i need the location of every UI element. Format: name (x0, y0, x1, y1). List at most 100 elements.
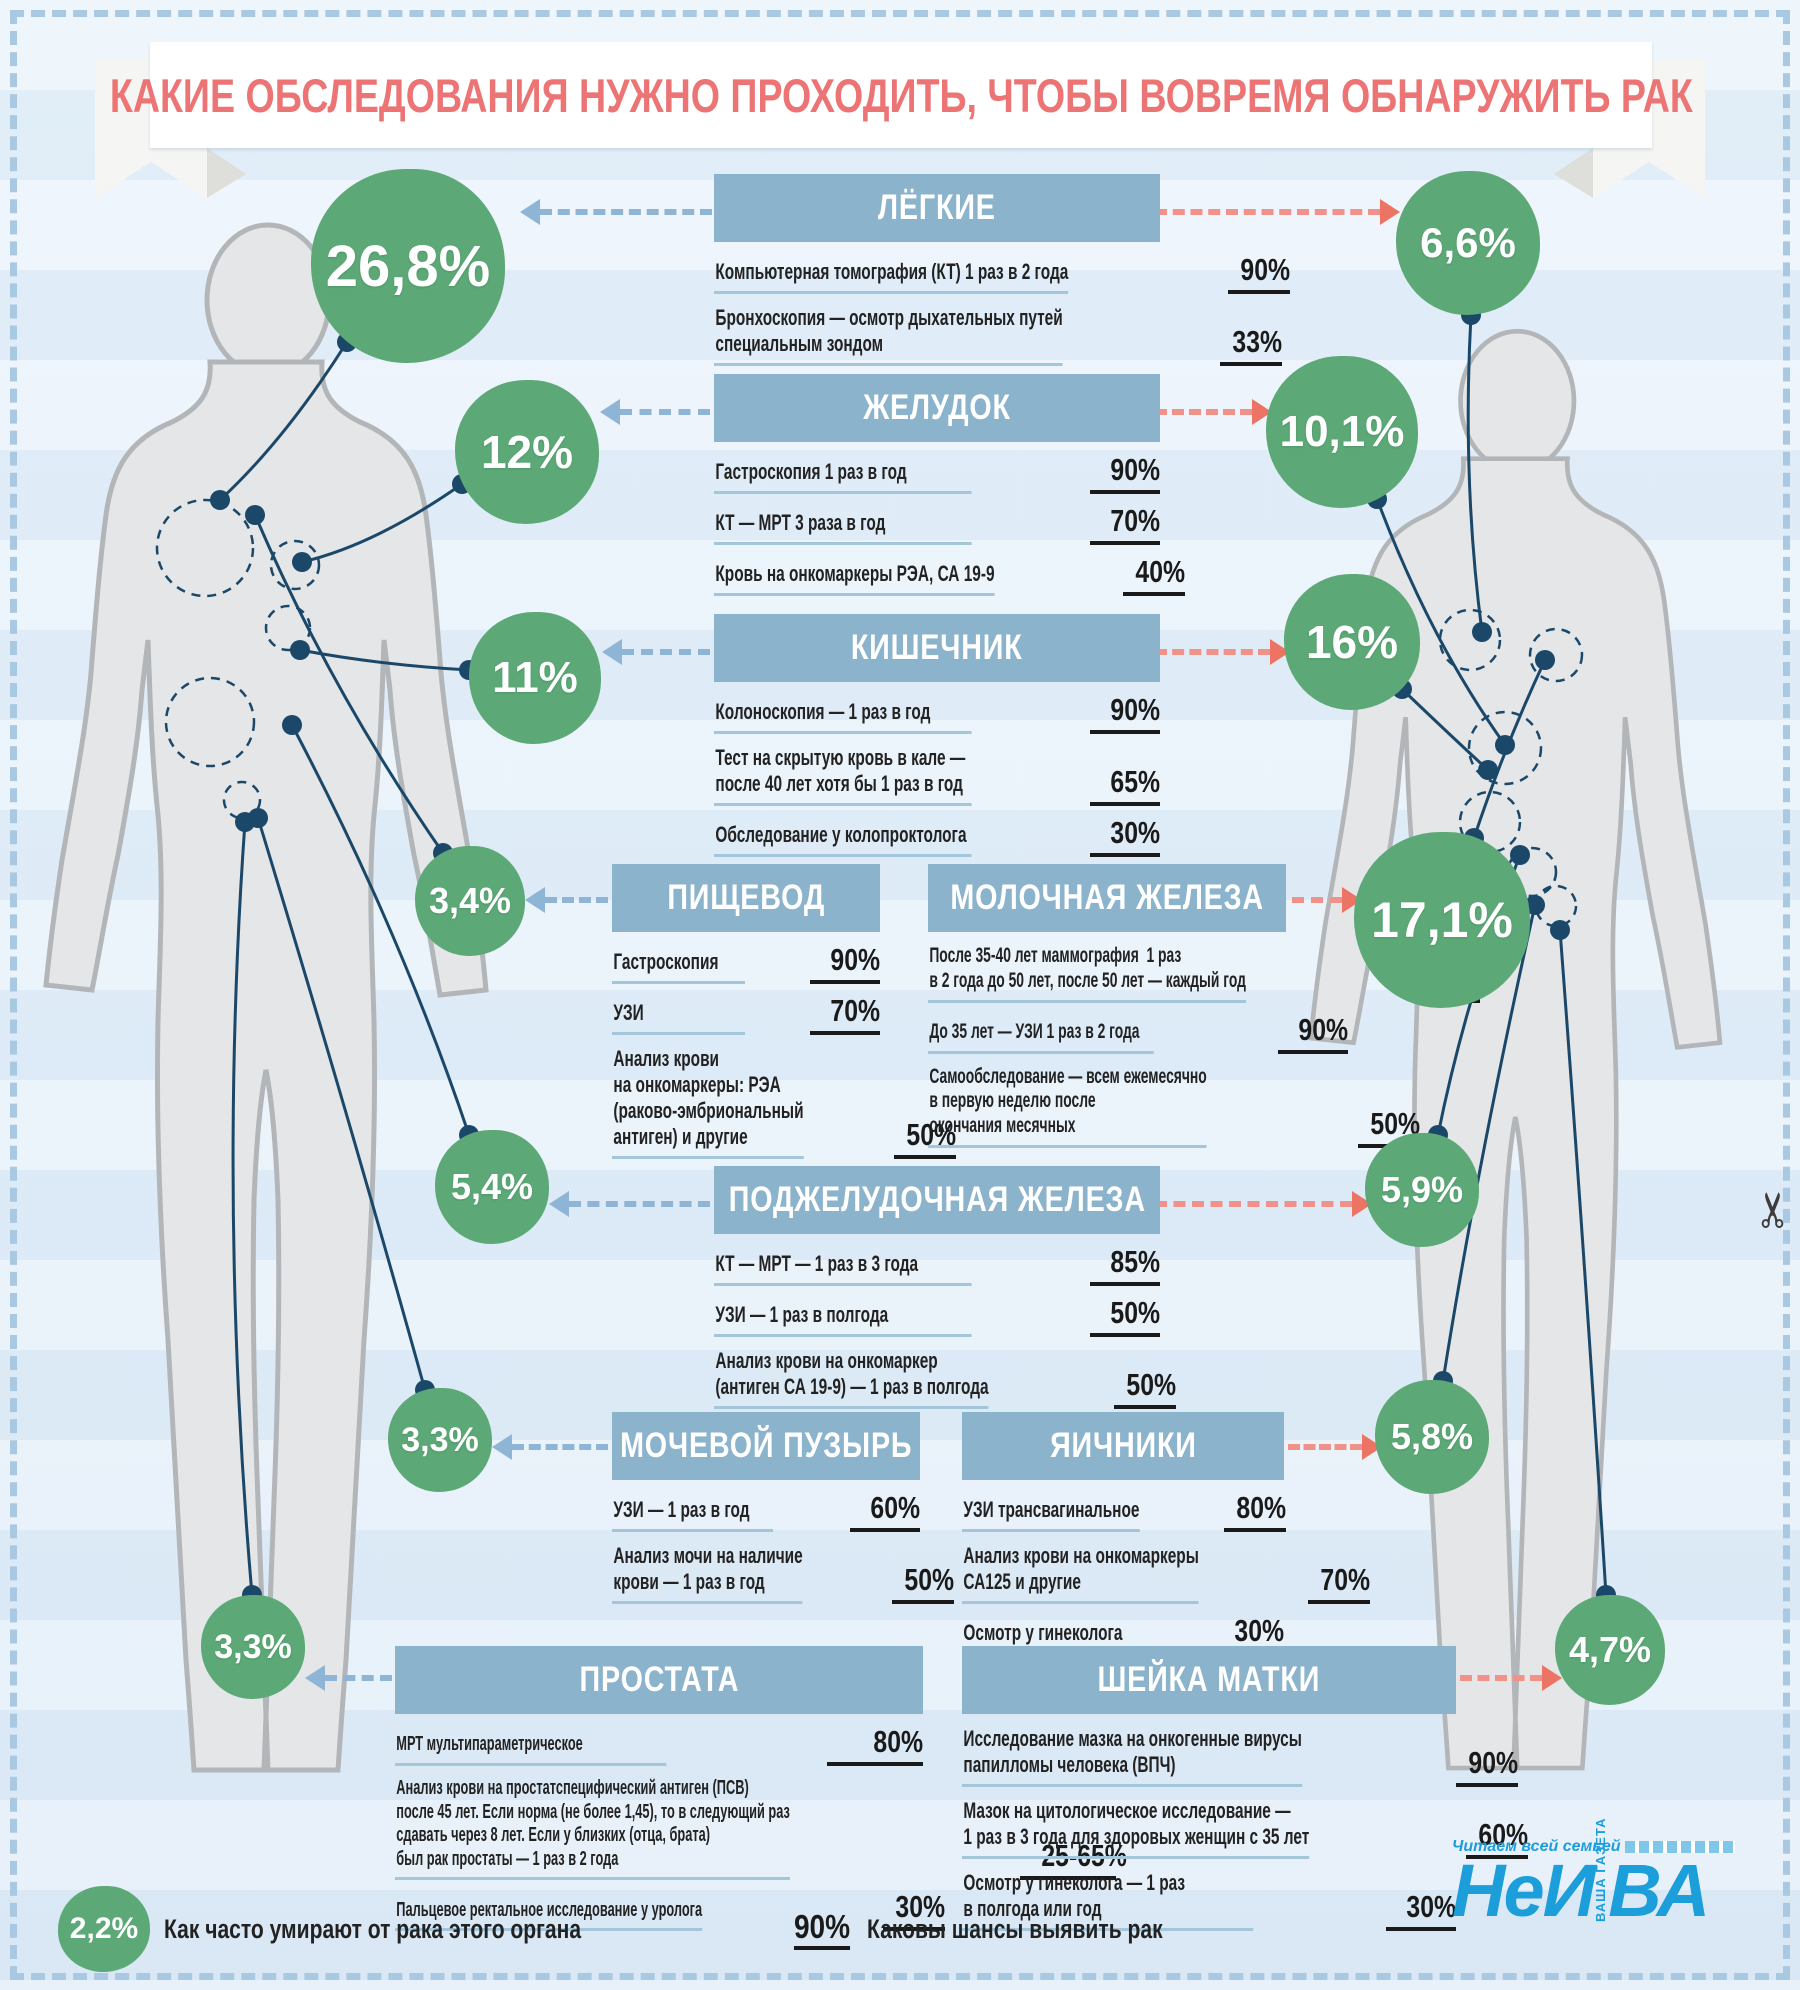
detection-chance-value: 70% (1308, 1562, 1371, 1604)
screening-row: УЗИ 70% (612, 993, 880, 1035)
legend-mortality-label: Как часто умирают от рака этого органа (164, 1913, 582, 1944)
arrow-dash-line (540, 209, 712, 215)
detection-chance-value: 70% (1090, 503, 1160, 545)
section-title-lungs: ЛЁГКИЕ (714, 174, 1160, 242)
arrow-head (600, 399, 620, 425)
screening-test-label: До 35 лет — УЗИ 1 раз в 2 года (928, 1018, 1154, 1054)
arrow-head (602, 639, 622, 665)
detection-chance-value: 50% (892, 1562, 955, 1604)
section-title-label: МОЧЕВОЙ ПУЗЫРЬ (619, 1426, 913, 1465)
detection-chance-value: 90% (1090, 692, 1160, 734)
mortality-circle-ovaries-female: 5,8% (1375, 1380, 1489, 1494)
section-intestine: КИШЕЧНИК Колоноскопия — 1 раз в год 90% Тес… (714, 614, 1160, 866)
screening-row: Анализ крови на онкомаркеры: РЭА (раково… (612, 1044, 956, 1159)
screening-test-label: Анализ крови на онкомаркеры: РЭА (раково… (612, 1044, 804, 1159)
screening-row: КТ — МРТ — 1 раз в 3 года 85% (714, 1244, 1160, 1286)
arrow-dash-line (1288, 1444, 1362, 1450)
screening-test-label: Самообследование — всем ежемесячно в пер… (928, 1063, 1207, 1148)
screening-test-label: Обследование у колопроктолога (714, 820, 972, 857)
screening-row: Колоноскопия — 1 раз в год 90% (714, 692, 1160, 734)
detection-chance-value: 70% (810, 993, 880, 1035)
arrow-dash-line (622, 649, 710, 655)
screening-test-label: УЗИ — 1 раз в год (612, 1495, 773, 1532)
detection-chance-value: 90% (1278, 1012, 1348, 1054)
legend: 2,2% Как часто умирают от рака этого орг… (58, 1886, 1246, 1972)
screening-row: Пальцевое ректальное исследование у урол… (395, 1889, 945, 1932)
section-title-label: ПИЩЕВОД (667, 878, 825, 917)
male-silhouette (46, 225, 486, 1770)
section-title-cervix: ШЕЙКА МАТКИ (962, 1646, 1456, 1714)
section-bladder: МОЧЕВОЙ ПУЗЫРЬ УЗИ — 1 раз в год 60% Анализ… (612, 1412, 955, 1613)
detection-chance-value: 50% (1090, 1295, 1160, 1337)
screening-test-label: КТ — МРТ — 1 раз в 3 года (714, 1249, 972, 1286)
mortality-circle-pancreas-female: 5,9% (1365, 1133, 1479, 1247)
screening-test-label: Мазок на цитологическое исследование — 1… (962, 1796, 1310, 1859)
section-title-intestine: КИШЕЧНИК (714, 614, 1160, 682)
screening-row: После 35-40 лет маммография 1 раз в 2 го… (928, 942, 1480, 1003)
screening-row: Гастроскопия 90% (612, 942, 880, 984)
section-title-prostate: ПРОСТАТА (395, 1646, 923, 1714)
screening-test-label: Кровь на онкомаркеры РЭА, СА 19-9 (714, 559, 995, 596)
neyva-logo: Читаем всей семьей Не И ВАША ГАЗЕТА ВА (1452, 1817, 1752, 1932)
section-title-label: КИШЕЧНИК (851, 628, 1023, 667)
mortality-circle-esophagus-male: 3,4% (415, 846, 525, 956)
section-title-label: ПОДЖЕЛУДОЧНАЯ ЖЕЛЕЗА (728, 1180, 1146, 1219)
detection-chance-value: 85% (1090, 1244, 1160, 1286)
logo-dashes (1624, 1840, 1735, 1853)
screening-test-label: Анализ крови на простатспецифический ант… (395, 1775, 790, 1881)
screening-row: Бронхоскопия — осмотр дыхательных путей … (714, 303, 1283, 366)
section-title-breast: МОЛОЧНАЯ ЖЕЛЕЗА (928, 864, 1286, 932)
screening-row: Тест на скрытую кровь в кале — после 40 … (714, 743, 1160, 806)
screening-row: Кровь на онкомаркеры РЭА, СА 19-9 40% (714, 554, 1185, 596)
detection-chance-value: 30% (1386, 1889, 1456, 1931)
arrow-dash-line (1155, 209, 1380, 215)
section-stomach: ЖЕЛУДОК Гастроскопия 1 раз в год 90% КТ — М… (714, 374, 1185, 605)
screening-test-label: Колоноскопия — 1 раз в год (714, 697, 972, 734)
screening-test-label: Компьютерная томография (КТ) 1 раз в 2 г… (714, 257, 1069, 294)
detection-chance-value: 80% (1223, 1490, 1286, 1532)
screening-test-label: Гастроскопия (612, 947, 745, 984)
screening-test-label: УЗИ (612, 998, 745, 1035)
screening-row: Анализ крови на простатспецифический ант… (395, 1775, 1127, 1881)
legend-mortality-circle: 2,2% (58, 1886, 150, 1972)
mortality-circle-lungs-female: 6,6% (1396, 171, 1540, 315)
section-title-ovaries: ЯИЧНИКИ (962, 1412, 1284, 1480)
screening-test-label: Гастроскопия 1 раз в год (714, 457, 972, 494)
mortality-circle-bladder-male: 3,3% (388, 1388, 492, 1492)
detection-chance-value: 90% (810, 942, 880, 984)
arrow-head (520, 199, 540, 225)
detection-chance-value: 30% (1090, 815, 1160, 857)
screening-test-label: МРТ мультипараметрическое (395, 1731, 667, 1766)
section-title-pancreas: ПОДЖЕЛУДОЧНАЯ ЖЕЛЕЗА (714, 1166, 1160, 1234)
arrow-dash-line (1292, 897, 1342, 903)
detection-chance-value: 90% (1455, 1745, 1518, 1787)
screening-row: Анализ мочи на наличие крови — 1 раз в г… (612, 1541, 955, 1604)
section-cervix: ШЕЙКА МАТКИ Исследование мазка на онкоген… (962, 1646, 1529, 1940)
mortality-circle-cervix-female: 4,7% (1555, 1595, 1665, 1705)
mortality-circle-lungs-male: 26,8% (311, 169, 505, 363)
arrow-dash-line (512, 1444, 608, 1450)
screening-test-label: КТ — МРТ 3 раза в год (714, 508, 972, 545)
logo-wordmark: Не И ВАША ГАЗЕТА ВА (1452, 1817, 1710, 1932)
screening-row: УЗИ — 1 раз в год 60% (612, 1490, 920, 1532)
scissors-icon: ✂ (1748, 1190, 1800, 1230)
section-title-stomach: ЖЕЛУДОК (714, 374, 1160, 442)
screening-row: КТ — МРТ 3 раза в год 70% (714, 503, 1160, 545)
section-esophagus: ПИЩЕВОД Гастроскопия 90% УЗИ 70% Анализ крови… (612, 864, 956, 1168)
mortality-circle-breast-female: 17,1% (1354, 832, 1530, 1008)
mortality-circle-intestine-male: 11% (469, 612, 601, 744)
logo-tagline: Читаем всей семьей (1452, 1838, 1752, 1856)
screening-row: Осмотр у гинеколога — 1 раз в полгода ил… (962, 1868, 1456, 1931)
detection-chance-value: 33% (1220, 324, 1283, 366)
screening-test-label: Анализ крови на онкомаркер (антиген СА 1… (714, 1346, 989, 1409)
detection-chance-value: 80% (827, 1724, 923, 1766)
detection-chance-value: 40% (1122, 554, 1185, 596)
section-title-label: ЖЕЛУДОК (863, 388, 1011, 427)
screening-row: До 35 лет — УЗИ 1 раз в 2 года 90% (928, 1012, 1348, 1054)
screening-test-label: Бронхоскопия — осмотр дыхательных путей … (714, 303, 1063, 366)
section-breast: МОЛОЧНАЯ ЖЕЛЕЗА После 35-40 лет маммограф… (928, 864, 1480, 1157)
organ-marker-circles-male (155, 498, 321, 820)
arrow-dash-line (569, 1201, 710, 1207)
detection-chance-value: 30% (882, 1889, 945, 1932)
detection-chance-value: 90% (1228, 252, 1291, 294)
